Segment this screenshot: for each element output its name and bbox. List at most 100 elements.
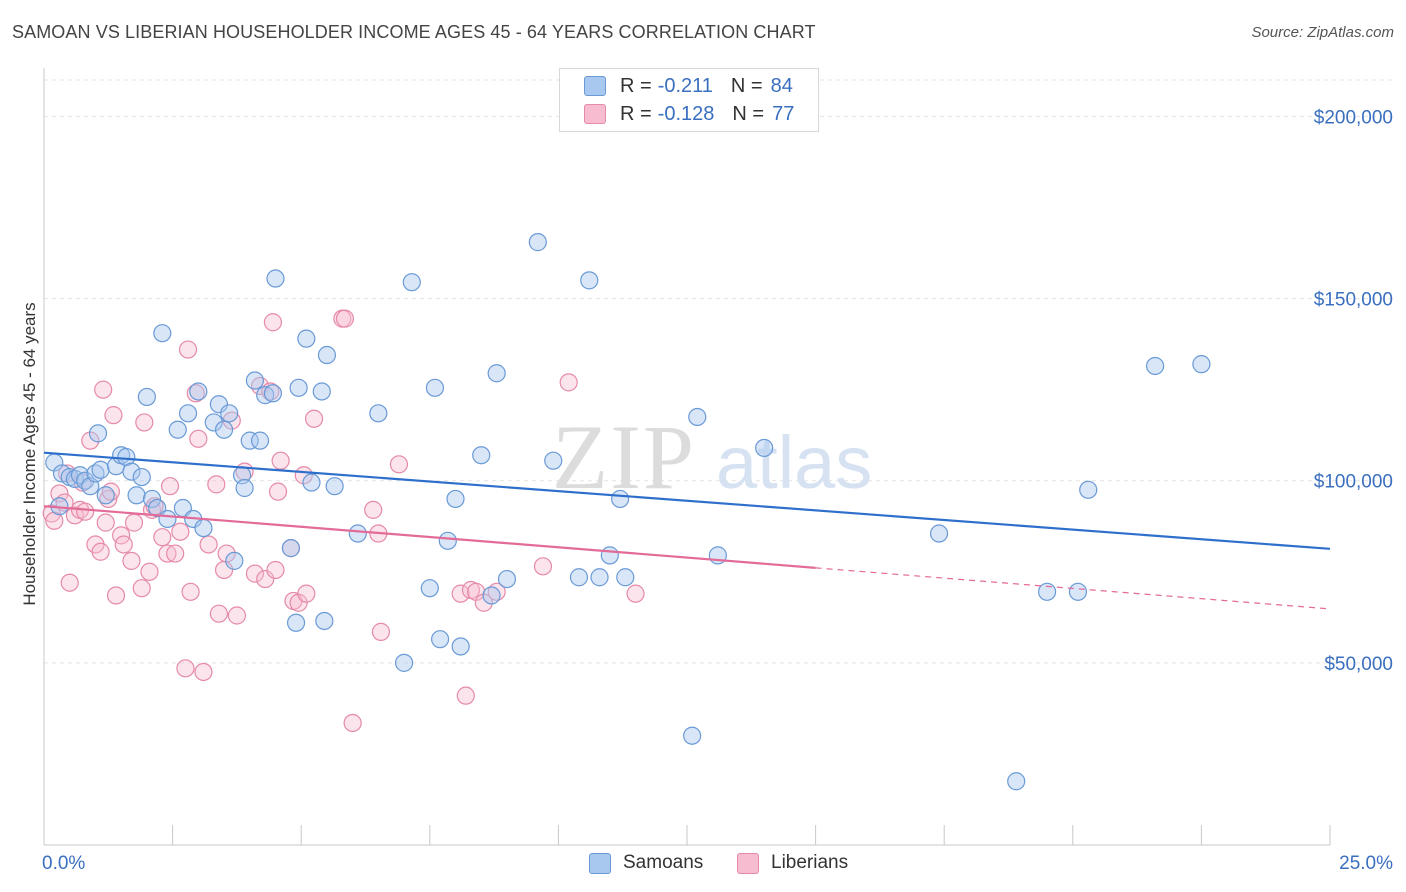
legend-label-samoans: Samoans <box>623 852 704 873</box>
legend-n-value: 77 <box>772 102 795 125</box>
legend-n-label: N = <box>732 102 765 125</box>
liberian-point <box>364 500 383 519</box>
liberian-point <box>106 586 126 605</box>
samoan-point <box>168 420 187 439</box>
liberian-point <box>266 560 285 580</box>
watermark: ZIP atlas <box>552 406 872 508</box>
samoan-point <box>1079 480 1098 499</box>
liberian-trend-line <box>43 505 816 569</box>
liberian-point <box>42 504 61 523</box>
y-axis-label: Householder Income Ages 45 - 64 years <box>20 302 39 606</box>
liberian-point <box>91 542 110 561</box>
liberian-point <box>297 584 316 603</box>
samoan-point <box>132 467 151 487</box>
liberian-point <box>626 584 645 603</box>
legend-r-value: -0.211 <box>657 74 713 97</box>
legend-row-samoans: R = -0.211 N = 84 <box>584 73 793 99</box>
samoan-point <box>446 489 465 509</box>
legend-label-liberians: Liberians <box>771 852 849 873</box>
samoan-point <box>325 477 344 496</box>
liberian-point <box>96 513 115 532</box>
legend-r-label: R = <box>620 74 652 97</box>
legend-item-liberians[interactable]: Liberians <box>737 852 848 874</box>
liberian-point <box>371 622 391 641</box>
samoan-point <box>312 382 331 401</box>
watermark-atlas: atlas <box>716 421 872 504</box>
legend-item-samoans[interactable]: Samoans <box>589 852 703 874</box>
samoan-point <box>369 404 388 423</box>
samoan-point <box>281 539 301 558</box>
samoan-point <box>127 486 146 505</box>
samoan-point <box>96 486 115 505</box>
liberian-point <box>60 573 79 592</box>
samoan-point <box>315 611 334 631</box>
liberian-point <box>227 606 246 625</box>
samoan-point <box>235 478 254 498</box>
samoan-point <box>348 524 367 543</box>
samoan-point <box>286 613 306 632</box>
samoan-point <box>600 546 619 565</box>
samoan-point <box>194 518 213 538</box>
samoan-point <box>487 364 506 383</box>
liberian-point <box>451 584 470 603</box>
samoan-point <box>289 378 308 397</box>
samoan-point <box>929 524 949 543</box>
liberian-point <box>222 411 241 430</box>
x-tick-label: 0.0% <box>42 853 85 874</box>
samoan-point <box>302 473 321 492</box>
samoan-point <box>394 653 414 672</box>
samoan-point <box>590 568 609 587</box>
samoan-point <box>1007 772 1026 791</box>
samoan-point <box>263 384 283 403</box>
samoan-point <box>122 462 141 481</box>
samoan-point <box>209 395 228 414</box>
samoan-point <box>1192 355 1211 374</box>
liberian-point <box>263 313 283 332</box>
liberian-trend-line-extension <box>815 567 1331 610</box>
liberian-point <box>166 544 185 563</box>
legend-swatch-liberians <box>584 104 606 124</box>
samoan-point <box>88 424 108 443</box>
trend-layer <box>43 451 1331 610</box>
liberian-point <box>153 528 172 547</box>
liberian-point <box>217 544 236 563</box>
liberian-point <box>181 582 200 601</box>
stats-legend: R = -0.211 N = 84 R = -0.128 N = 77 <box>559 68 819 132</box>
samoan-point <box>214 420 234 439</box>
liberian-point <box>289 593 308 612</box>
liberian-point <box>81 431 100 450</box>
liberian-point <box>343 713 362 733</box>
samoan-point <box>616 568 635 587</box>
samoan-point <box>142 489 162 509</box>
legend-row-liberians: R = -0.128 N = 77 <box>584 101 794 127</box>
y-tick-label: $150,000 <box>1314 290 1393 311</box>
legend-r-value: -0.128 <box>657 102 715 125</box>
liberian-point <box>207 475 226 494</box>
axis-layer <box>43 68 1331 846</box>
liberian-point <box>132 579 151 598</box>
liberian-point <box>456 686 475 705</box>
y-tick-label: $200,000 <box>1314 107 1393 128</box>
liberian-point <box>178 340 198 359</box>
liberian-point <box>94 380 113 399</box>
samoan-point <box>158 509 177 529</box>
liberian-point <box>104 406 123 425</box>
samoan-point <box>472 446 491 465</box>
samoan-point <box>402 273 421 292</box>
liberian-point <box>158 544 177 563</box>
liberian-point <box>389 455 409 474</box>
samoan-trend-line <box>43 451 1331 550</box>
chart-source: Source: ZipAtlas.com <box>1251 24 1394 41</box>
liberian-point <box>122 551 141 570</box>
liberian-point <box>50 484 69 503</box>
liberian-point <box>65 506 84 525</box>
samoan-point <box>1037 582 1057 601</box>
legend-r-label: R = <box>620 102 652 125</box>
samoan-point <box>425 378 445 397</box>
liberian-point <box>209 604 228 623</box>
points-layer <box>42 233 1211 791</box>
legend-swatch-samoans <box>589 852 611 874</box>
samoan-point <box>683 726 702 745</box>
legend-swatch-liberians <box>737 852 759 874</box>
samoan-point <box>528 233 547 252</box>
